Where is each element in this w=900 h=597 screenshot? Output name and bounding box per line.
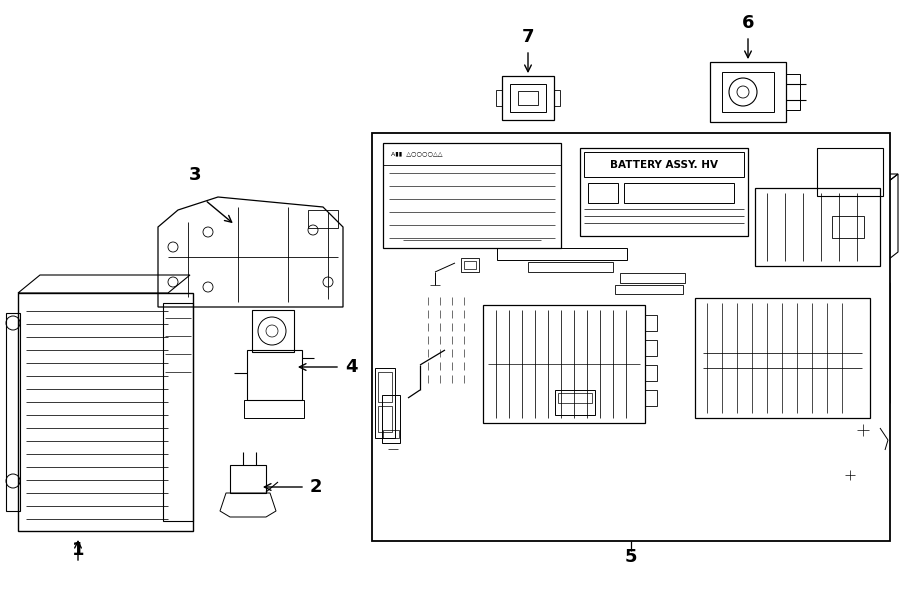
Bar bbox=[375, 368, 395, 438]
Bar bbox=[464, 261, 476, 269]
Bar bbox=[722, 72, 774, 112]
Bar bbox=[528, 262, 613, 272]
Bar bbox=[645, 390, 657, 406]
Text: 7: 7 bbox=[522, 28, 535, 46]
Bar bbox=[620, 273, 685, 283]
Text: A▮▮  △○○○○△△: A▮▮ △○○○○△△ bbox=[391, 152, 443, 156]
Text: 6: 6 bbox=[742, 14, 754, 32]
Bar bbox=[244, 400, 304, 418]
Bar bbox=[510, 84, 546, 112]
Text: 4: 4 bbox=[345, 358, 357, 376]
Bar bbox=[786, 74, 800, 110]
Bar bbox=[230, 465, 266, 493]
Bar bbox=[383, 143, 561, 248]
Text: 3: 3 bbox=[189, 166, 202, 184]
Bar bbox=[372, 133, 890, 541]
Bar bbox=[624, 183, 734, 203]
Bar bbox=[580, 148, 748, 236]
Bar bbox=[832, 216, 864, 238]
Bar bbox=[817, 148, 883, 196]
Bar bbox=[496, 90, 502, 106]
Bar bbox=[584, 152, 744, 177]
Bar bbox=[558, 393, 592, 403]
Bar bbox=[588, 183, 618, 203]
Bar bbox=[645, 340, 657, 356]
Bar bbox=[382, 395, 400, 443]
Bar bbox=[695, 298, 870, 418]
Text: 1: 1 bbox=[72, 541, 85, 559]
Bar bbox=[461, 258, 479, 272]
Bar bbox=[18, 293, 193, 531]
Text: 5: 5 bbox=[625, 548, 637, 566]
Bar bbox=[163, 303, 193, 521]
Bar bbox=[6, 313, 20, 511]
Bar bbox=[755, 188, 880, 266]
Bar bbox=[378, 372, 392, 402]
Bar bbox=[518, 91, 538, 105]
Bar bbox=[615, 285, 683, 294]
Bar bbox=[645, 365, 657, 381]
Bar bbox=[483, 305, 645, 423]
Bar bbox=[554, 90, 560, 106]
Text: BATTERY ASSY. HV: BATTERY ASSY. HV bbox=[610, 160, 718, 170]
Bar bbox=[710, 62, 786, 122]
Bar bbox=[502, 76, 554, 120]
Text: 2: 2 bbox=[310, 478, 322, 496]
Bar bbox=[555, 390, 595, 415]
Bar bbox=[308, 210, 338, 228]
Bar bbox=[645, 315, 657, 331]
Bar bbox=[247, 350, 302, 400]
Bar bbox=[252, 310, 294, 352]
Bar bbox=[497, 248, 627, 260]
Bar bbox=[378, 406, 392, 432]
Bar bbox=[383, 430, 399, 438]
